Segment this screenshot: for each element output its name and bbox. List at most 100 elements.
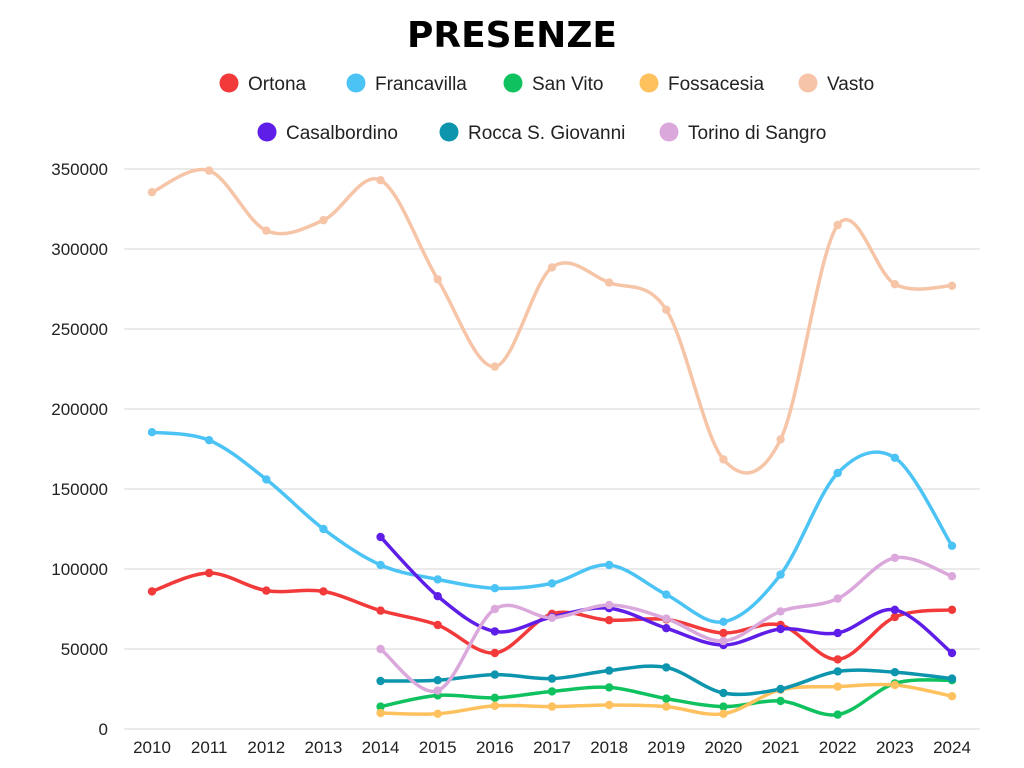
- legend-marker-rocca-s-giovanni: [439, 122, 459, 142]
- data-point-casalbordino: [376, 532, 385, 542]
- data-point-francavilla: [547, 579, 557, 588]
- data-point-vasto: [662, 305, 671, 314]
- y-tick-label: 250000: [51, 320, 108, 339]
- x-tick-label: 2016: [476, 738, 514, 757]
- data-point-francavilla: [262, 475, 271, 484]
- data-point-casalbordino: [490, 627, 500, 636]
- data-point-casalbordino: [890, 605, 900, 614]
- data-point-rocca-s-giovanni: [433, 676, 442, 685]
- legend-marker-vasto: [798, 73, 818, 93]
- legend: Ortona Francavilla San Vito Fossacesia Vasto…: [219, 73, 874, 144]
- data-point-ortona: [833, 655, 842, 664]
- x-tick-label: 2021: [762, 738, 800, 757]
- data-point-ortona: [262, 586, 271, 595]
- data-point-vasto: [376, 176, 385, 185]
- data-point-san-vito: [719, 702, 728, 711]
- data-point-ortona: [490, 648, 500, 658]
- data-point-rocca-s-giovanni: [947, 674, 957, 683]
- data-point-fossacesia: [376, 708, 385, 718]
- data-point-ortona: [204, 568, 214, 578]
- data-point-torino-di-sangro: [833, 594, 842, 603]
- data-point-san-vito: [776, 696, 785, 706]
- data-point-francavilla: [319, 524, 328, 534]
- data-point-ortona: [319, 587, 328, 596]
- x-tick-label: 2012: [247, 738, 285, 757]
- legend-marker-fossacesia: [639, 73, 659, 93]
- legend-marker-ortona: [219, 73, 239, 93]
- legend-item-san-vito: San Vito: [503, 73, 603, 95]
- series-line-vasto: [150, 167, 954, 475]
- data-point-francavilla: [719, 617, 728, 626]
- data-point-torino-di-sangro: [719, 636, 728, 646]
- data-point-vasto: [433, 275, 442, 284]
- legend-item-fossacesia: Fossacesia: [639, 73, 765, 95]
- x-tick-label: 2024: [933, 738, 971, 757]
- data-point-rocca-s-giovanni: [776, 684, 785, 694]
- data-point-torino-di-sangro: [890, 553, 900, 562]
- x-axis: 2010 2011 2012 2013 2014 2015 2016 2017 2018 2019…: [133, 738, 971, 757]
- data-point-fossacesia: [719, 709, 728, 718]
- data-point-casalbordino: [662, 624, 671, 633]
- data-point-san-vito: [490, 693, 500, 702]
- data-point-casalbordino: [433, 592, 442, 601]
- x-tick-label: 2020: [705, 738, 743, 757]
- data-point-torino-di-sangro: [947, 572, 957, 581]
- data-point-torino-di-sangro: [433, 686, 442, 695]
- data-point-torino-di-sangro: [490, 604, 500, 614]
- legend-marker-torino-di-sangro: [659, 122, 679, 142]
- data-point-vasto: [547, 263, 557, 272]
- x-tick-label: 2018: [590, 738, 628, 757]
- y-tick-label: 200000: [51, 400, 108, 419]
- data-point-ortona: [433, 620, 442, 630]
- data-point-san-vito: [662, 694, 671, 703]
- data-point-vasto: [719, 455, 728, 464]
- data-point-ortona: [376, 606, 385, 615]
- data-point-torino-di-sangro: [376, 644, 385, 654]
- series-line-francavilla: [150, 430, 954, 624]
- legend-marker-francavilla: [346, 73, 366, 93]
- data-point-casalbordino: [833, 628, 842, 638]
- data-point-francavilla: [947, 541, 957, 550]
- data-point-san-vito: [604, 683, 614, 692]
- y-tick-label: 50000: [61, 640, 108, 659]
- x-tick-label: 2023: [876, 738, 914, 757]
- legend-item-vasto: Vasto: [798, 73, 874, 95]
- y-tick-label: 100000: [51, 560, 108, 579]
- legend-label-ortona: Ortona: [248, 74, 307, 95]
- legend-marker-san-vito: [503, 73, 523, 93]
- data-point-francavilla: [776, 570, 785, 579]
- x-tick-label: 2013: [305, 738, 343, 757]
- data-point-francavilla: [604, 560, 614, 570]
- data-point-vasto: [833, 220, 842, 230]
- legend-item-torino-di-sangro: Torino di Sangro: [659, 122, 826, 144]
- legend-label-san-vito: San Vito: [532, 74, 603, 95]
- data-point-casalbordino: [947, 648, 957, 658]
- x-tick-label: 2014: [362, 738, 400, 757]
- data-point-vasto: [890, 280, 900, 289]
- legend-item-rocca-s-giovanni: Rocca S. Giovanni: [439, 122, 625, 144]
- legend-label-casalbordino: Casalbordino: [286, 123, 398, 144]
- data-point-vasto: [604, 278, 614, 287]
- legend-item-ortona: Ortona: [219, 73, 307, 95]
- data-point-francavilla: [147, 428, 157, 437]
- data-point-casalbordino: [776, 624, 785, 634]
- data-point-rocca-s-giovanni: [890, 668, 900, 677]
- legend-label-torino-di-sangro: Torino di Sangro: [688, 123, 826, 144]
- data-point-rocca-s-giovanni: [376, 676, 385, 686]
- chart-title: PRESENZE: [407, 15, 617, 56]
- data-point-ortona: [604, 616, 614, 625]
- series-points: [147, 166, 957, 719]
- data-point-san-vito: [376, 702, 385, 711]
- y-tick-label: 350000: [51, 160, 108, 179]
- data-point-san-vito: [547, 687, 557, 696]
- data-point-vasto: [147, 188, 157, 197]
- x-tick-label: 2010: [133, 738, 171, 757]
- legend-marker-casalbordino: [257, 122, 277, 142]
- data-point-francavilla: [890, 453, 900, 462]
- data-point-fossacesia: [547, 702, 557, 711]
- x-tick-label: 2015: [419, 738, 457, 757]
- legend-item-casalbordino: Casalbordino: [257, 122, 398, 144]
- y-tick-label: 150000: [51, 480, 108, 499]
- data-point-rocca-s-giovanni: [604, 666, 614, 675]
